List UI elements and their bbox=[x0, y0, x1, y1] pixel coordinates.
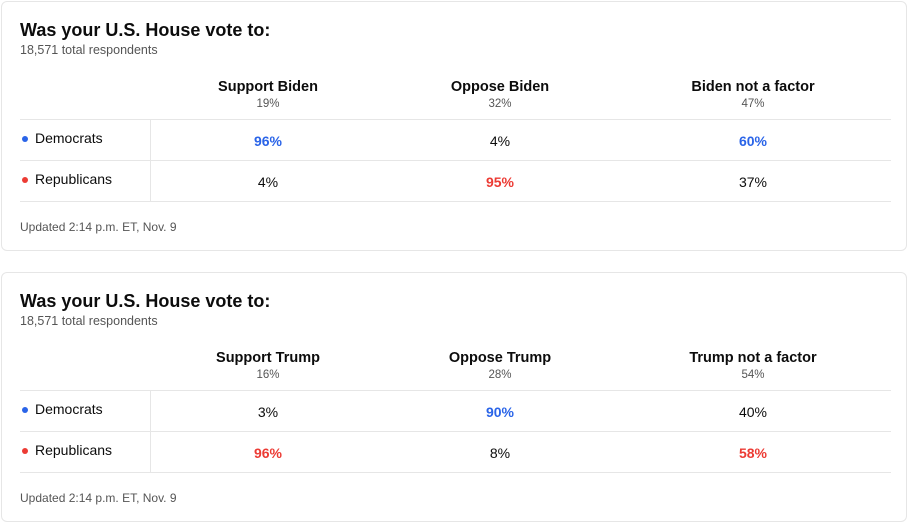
table-row-democrats: Democrats 3% 90% 40% bbox=[20, 390, 891, 431]
party-name: Democrats bbox=[35, 401, 103, 417]
column-header-support-trump: Support Trump 16% bbox=[148, 350, 388, 381]
poll-title: Was your U.S. House vote to: bbox=[20, 291, 271, 311]
republican-dot-icon bbox=[22, 448, 28, 454]
column-label: Biden not a factor bbox=[691, 79, 815, 95]
table-cell: 95% bbox=[485, 174, 515, 190]
party-name: Republicans bbox=[35, 442, 113, 458]
poll-card-biden: Was your U.S. House vote to: 18,571 tota… bbox=[1, 1, 907, 251]
table-cell: 96% bbox=[253, 445, 283, 461]
column-share: 16% bbox=[256, 369, 280, 381]
column-share: 32% bbox=[488, 98, 512, 110]
row-label: Democrats bbox=[20, 120, 151, 160]
column-header-support-biden: Support Biden 19% bbox=[148, 79, 388, 110]
party-name: Democrats bbox=[35, 130, 103, 146]
table-cell: 4% bbox=[257, 174, 279, 190]
column-share: 28% bbox=[488, 369, 512, 381]
party-name: Republicans bbox=[35, 171, 113, 187]
democrat-dot-icon bbox=[22, 407, 28, 413]
poll-title: Was your U.S. House vote to: bbox=[20, 20, 271, 40]
column-header-biden-not-factor: Biden not a factor 47% bbox=[633, 79, 873, 110]
table-cell: 40% bbox=[738, 404, 768, 420]
table-row-republicans: Republicans 4% 95% 37% bbox=[20, 160, 891, 202]
column-label: Oppose Biden bbox=[450, 79, 550, 95]
column-label: Support Trump bbox=[216, 350, 320, 366]
respondent-count: 18,571 total respondents bbox=[20, 314, 158, 328]
column-label: Support Biden bbox=[218, 79, 318, 95]
column-share: 54% bbox=[741, 369, 765, 381]
column-share: 47% bbox=[741, 98, 765, 110]
column-header-trump-not-factor: Trump not a factor 54% bbox=[633, 350, 873, 381]
democrat-dot-icon bbox=[22, 136, 28, 142]
updated-timestamp: Updated 2:14 p.m. ET, Nov. 9 bbox=[20, 220, 177, 234]
column-share: 19% bbox=[256, 98, 280, 110]
table-cell: 3% bbox=[257, 404, 279, 420]
republican-dot-icon bbox=[22, 177, 28, 183]
table-cell: 4% bbox=[489, 133, 511, 149]
table-row-democrats: Democrats 96% 4% 60% bbox=[20, 119, 891, 160]
row-label: Democrats bbox=[20, 391, 151, 431]
table-row-republicans: Republicans 96% 8% 58% bbox=[20, 431, 891, 473]
row-label: Republicans bbox=[20, 161, 151, 201]
table-cell: 8% bbox=[489, 445, 511, 461]
respondent-count: 18,571 total respondents bbox=[20, 43, 158, 57]
column-header-oppose-biden: Oppose Biden 32% bbox=[380, 79, 620, 110]
column-header-oppose-trump: Oppose Trump 28% bbox=[380, 350, 620, 381]
column-label: Oppose Trump bbox=[448, 350, 552, 366]
table-cell: 96% bbox=[253, 133, 283, 149]
table-cell: 60% bbox=[738, 133, 768, 149]
column-label: Trump not a factor bbox=[689, 350, 817, 366]
row-label: Republicans bbox=[20, 432, 151, 472]
table-cell: 90% bbox=[485, 404, 515, 420]
poll-card-trump: Was your U.S. House vote to: 18,571 tota… bbox=[1, 272, 907, 522]
table-cell: 37% bbox=[738, 174, 768, 190]
updated-timestamp: Updated 2:14 p.m. ET, Nov. 9 bbox=[20, 491, 177, 505]
table-cell: 58% bbox=[738, 445, 768, 461]
